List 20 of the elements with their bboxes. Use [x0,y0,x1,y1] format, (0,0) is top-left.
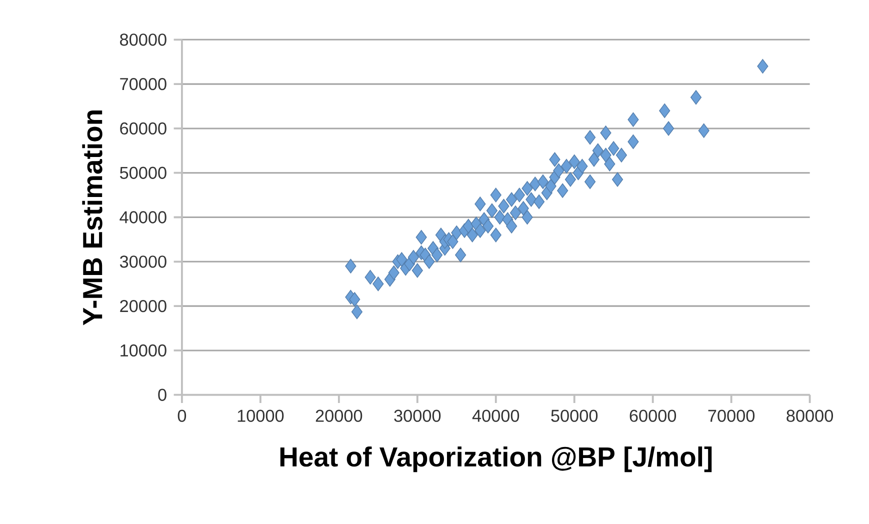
x-tick-label: 60000 [630,410,676,422]
x-tick-label: 10000 [238,410,284,422]
x-tick-label: 0 [178,410,186,422]
x-axis-title: Heat of Vaporization @BP [J/mol] [280,446,712,472]
y-tick-label: 20000 [120,300,166,312]
y-tick-label: 80000 [120,34,166,46]
y-tick-label: 40000 [120,211,166,224]
y-tick-label: 50000 [120,166,166,180]
x-tick-label: 30000 [394,410,441,422]
y-tick-label: 60000 [120,122,166,135]
y-axis-title: Y-MB Estimation [82,110,102,326]
x-tick-label: 40000 [472,410,520,422]
x-tick-label: 20000 [316,410,362,422]
y-tick-label: 30000 [120,256,166,268]
y-tick-label: 0 [158,388,166,402]
y-tick-label: 70000 [120,78,166,90]
x-tick-label: 50000 [551,410,598,422]
y-tick-label: 10000 [120,344,166,357]
x-tick-label: 80000 [786,410,834,422]
x-tick-label: 70000 [708,410,755,422]
